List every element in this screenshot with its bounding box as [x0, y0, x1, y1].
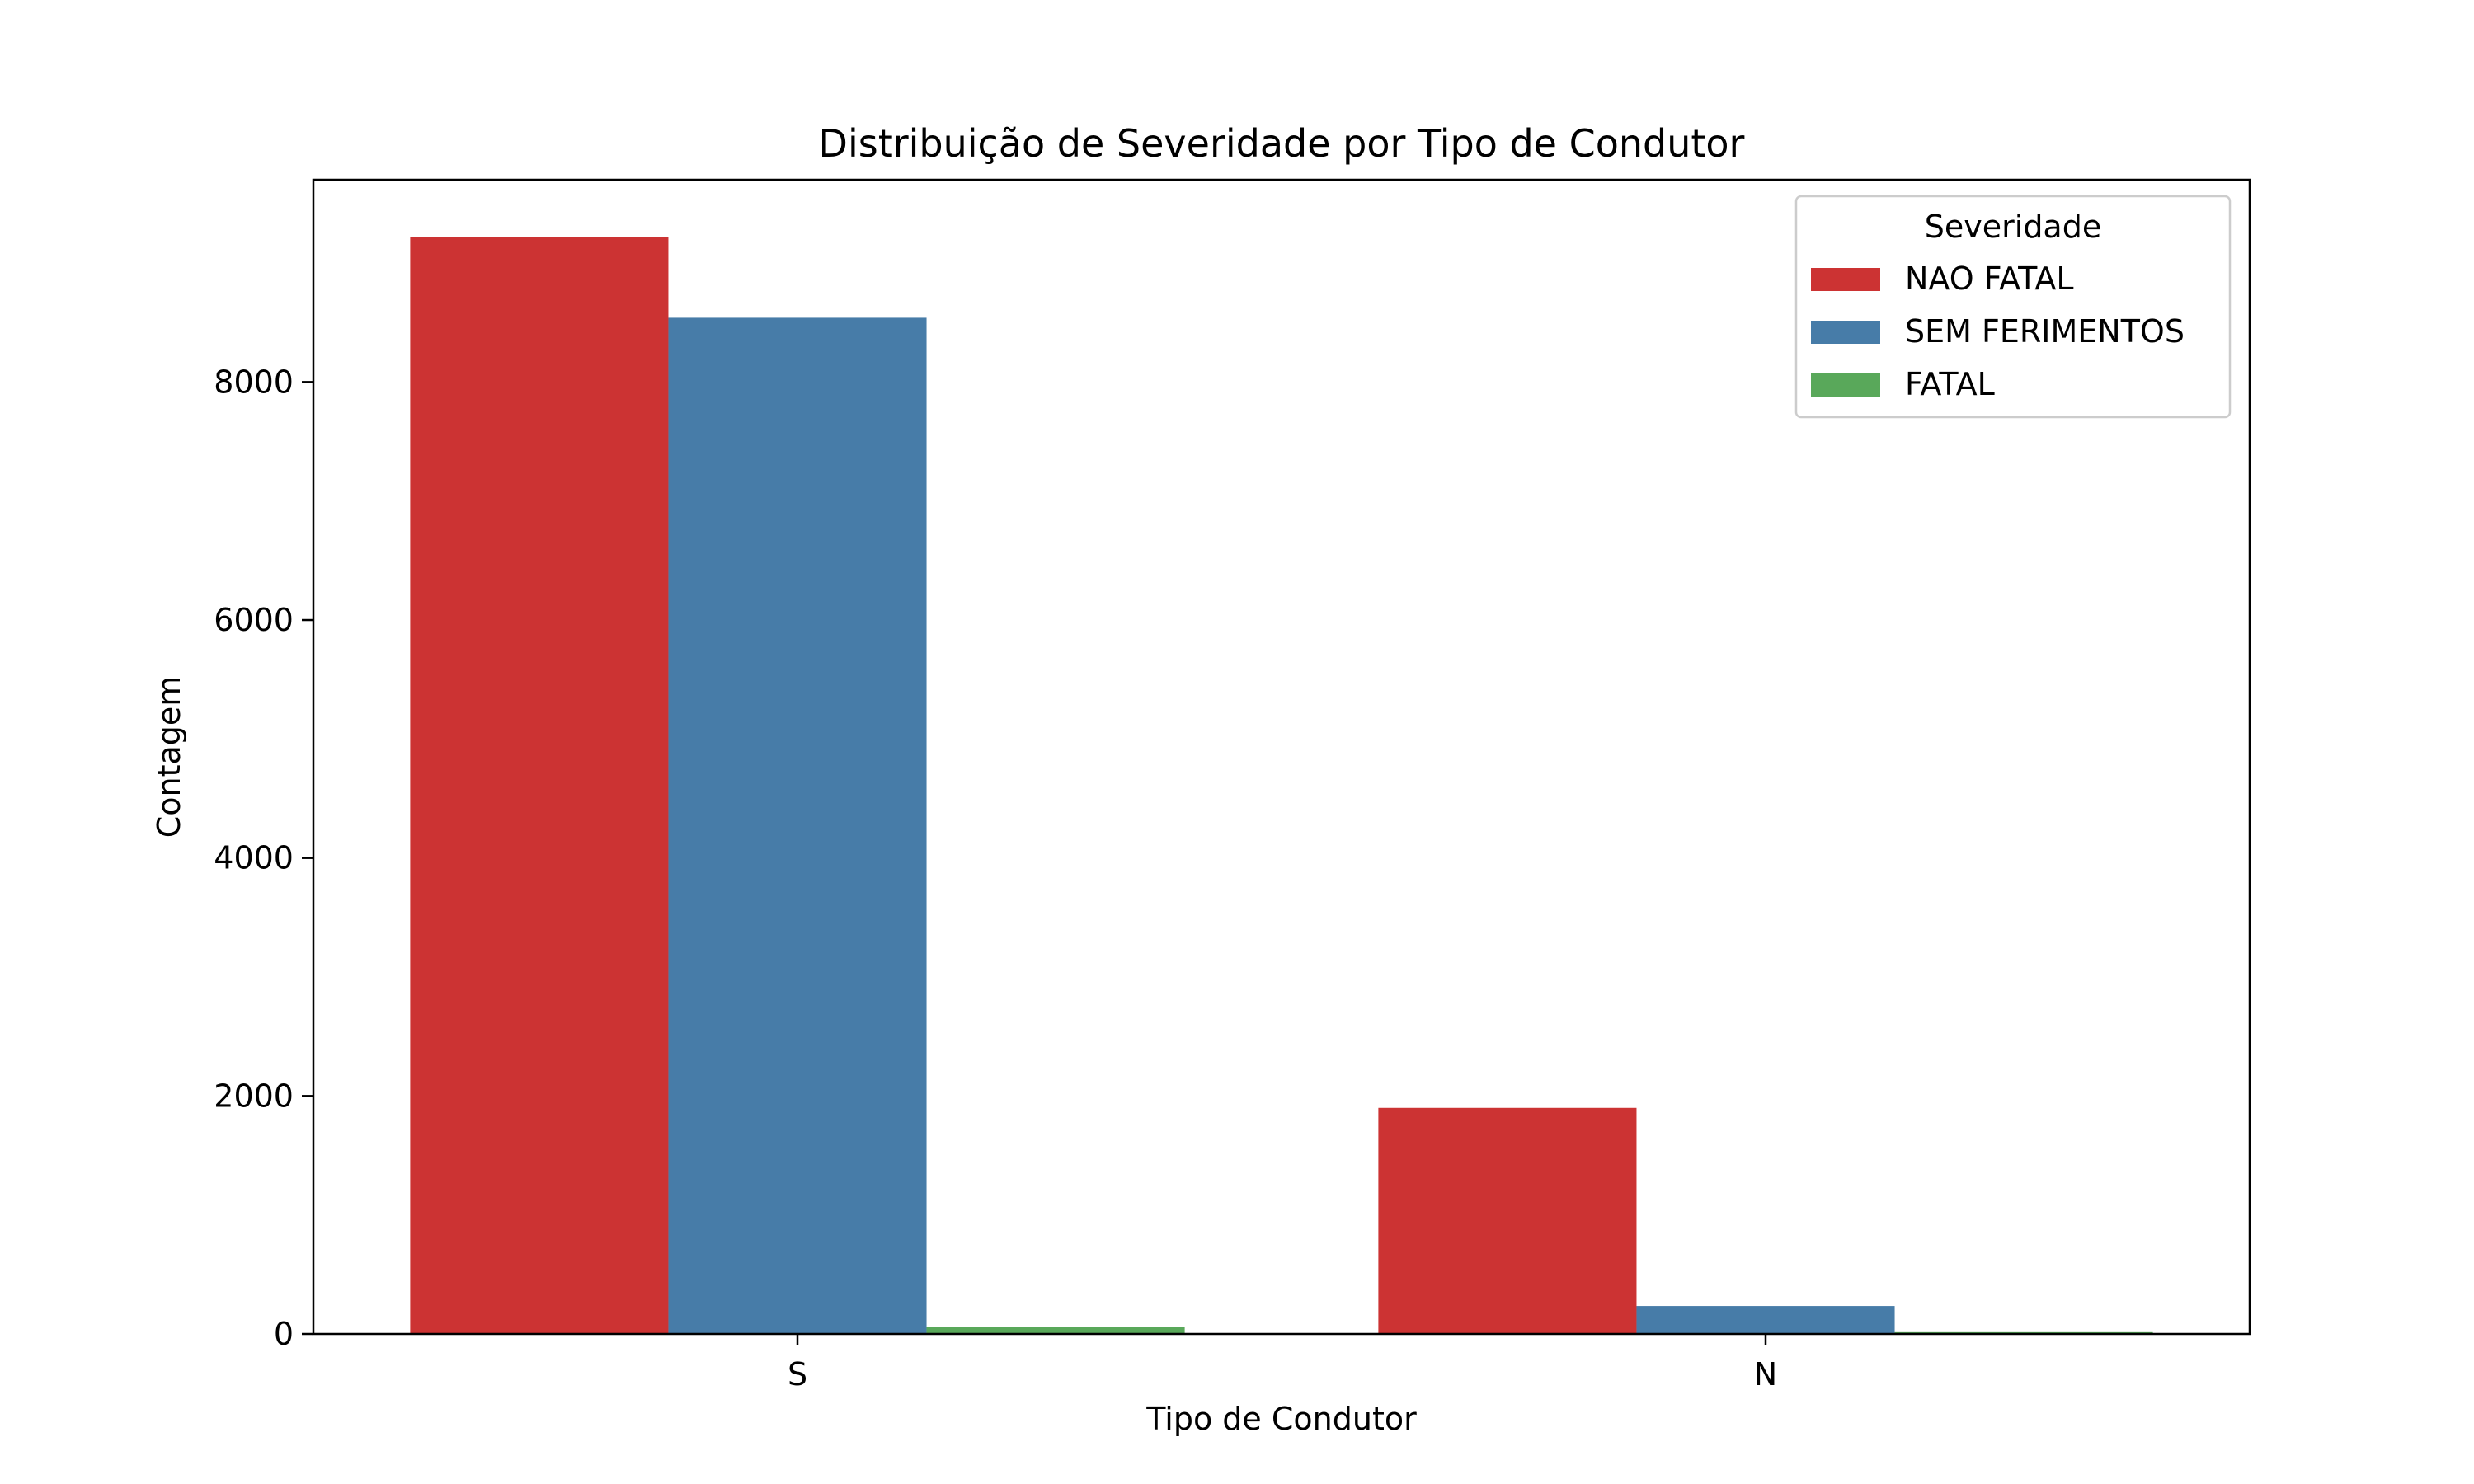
legend-label: SEM FERIMENTOS [1905, 313, 2185, 350]
bar-sem-ferimentos-n [1636, 1306, 1895, 1334]
chart-title: Distribuição de Severidade por Tipo de C… [819, 121, 1745, 166]
y-axis: 0 2000 4000 6000 8000 [214, 364, 313, 1352]
y-axis-label: Contagem [151, 676, 187, 838]
y-tick-label: 4000 [214, 840, 294, 876]
legend-label: FATAL [1905, 366, 1995, 402]
legend-swatch [1811, 373, 1880, 397]
legend-label: NAO FATAL [1905, 261, 2074, 297]
x-tick-label: S [788, 1356, 807, 1392]
x-tick-label: N [1754, 1356, 1777, 1392]
plot-frame [312, 178, 2251, 1336]
y-tick-label: 8000 [214, 364, 294, 400]
x-axis-label: Tipo de Condutor [1145, 1401, 1417, 1437]
bar-nao-fatal-n [1378, 1107, 1637, 1334]
y-tick-label: 0 [274, 1316, 294, 1352]
legend-title: Severidade [1925, 209, 2101, 245]
y-tick-label: 6000 [214, 602, 294, 638]
bar-sem-ferimentos-s [668, 317, 927, 1335]
bar-fatal-s [926, 1327, 1185, 1334]
y-tick-label: 2000 [214, 1078, 294, 1114]
legend-box [1794, 195, 2232, 419]
bar-nao-fatal-s [410, 237, 669, 1335]
legend-swatch [1811, 321, 1880, 344]
legend: Severidade NAO FATAL SEM FERIMENTOS FATAL [1794, 195, 2232, 419]
legend-swatch [1811, 268, 1880, 291]
legend-items: NAO FATAL SEM FERIMENTOS FATAL [1811, 261, 2185, 402]
